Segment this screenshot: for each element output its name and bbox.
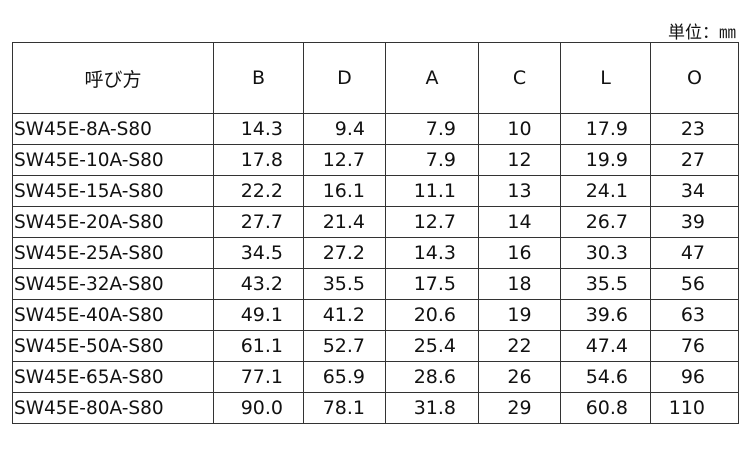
cell: 26 <box>478 361 561 393</box>
table-row: SW45E-65A-S80 77.1 65.9 28.6 26 54.6 96 <box>12 361 739 393</box>
cell: 24.1 <box>560 175 651 207</box>
cell: 12 <box>478 144 561 176</box>
row-label: SW45E-20A-S80 <box>12 206 214 238</box>
cell: 29 <box>478 392 561 424</box>
cell: 77.1 <box>213 361 304 393</box>
table-row: SW45E-20A-S80 27.7 21.4 12.7 14 26.7 39 <box>12 206 739 238</box>
row-label: SW45E-10A-S80 <box>12 144 214 176</box>
cell: 22.2 <box>213 175 304 207</box>
table-row: SW45E-15A-S80 22.2 16.1 11.1 13 24.1 34 <box>12 175 739 207</box>
row-label: SW45E-40A-S80 <box>12 299 214 331</box>
table-row: SW45E-10A-S80 17.8 12.7 7.9 12 19.9 27 <box>12 144 739 176</box>
cell: 22 <box>478 330 561 362</box>
table-row: SW45E-8A-S80 14.3 9.4 7.9 10 17.9 23 <box>12 113 739 145</box>
cell: 14.3 <box>385 237 479 269</box>
cell: 26.7 <box>560 206 651 238</box>
cell: 25.4 <box>385 330 479 362</box>
cell: 52.7 <box>303 330 386 362</box>
cell: 20.6 <box>385 299 479 331</box>
cell: 63 <box>650 299 739 331</box>
cell: 9.4 <box>303 113 386 145</box>
cell: 65.9 <box>303 361 386 393</box>
spec-table: 呼び方 B D A C L O SW45E-8A-S80 14.3 9.4 7.9 10 17.9 23… <box>12 42 739 424</box>
table-row: SW45E-25A-S80 34.5 27.2 14.3 16 30.3 47 <box>12 237 739 269</box>
cell: 21.4 <box>303 206 386 238</box>
cell: 90.0 <box>213 392 304 424</box>
cell: 34.5 <box>213 237 304 269</box>
column-header: A <box>385 42 479 114</box>
cell: 35.5 <box>303 268 386 300</box>
cell: 47 <box>650 237 739 269</box>
cell: 39.6 <box>560 299 651 331</box>
table-row: SW45E-40A-S80 49.1 41.2 20.6 19 39.6 63 <box>12 299 739 331</box>
cell: 110 <box>650 392 739 424</box>
table-row: SW45E-80A-S80 90.0 78.1 31.8 29 60.8 110 <box>12 392 739 424</box>
cell: 13 <box>478 175 561 207</box>
column-header: B <box>213 42 304 114</box>
column-header: 呼び方 <box>12 42 214 114</box>
header-row: 呼び方 B D A C L O <box>12 42 739 114</box>
cell: 17.5 <box>385 268 479 300</box>
cell: 35.5 <box>560 268 651 300</box>
cell: 19 <box>478 299 561 331</box>
cell: 27 <box>650 144 739 176</box>
row-label: SW45E-32A-S80 <box>12 268 214 300</box>
column-header: O <box>650 42 739 114</box>
cell: 17.9 <box>560 113 651 145</box>
cell: 10 <box>478 113 561 145</box>
cell: 49.1 <box>213 299 304 331</box>
cell: 18 <box>478 268 561 300</box>
row-label: SW45E-8A-S80 <box>12 113 214 145</box>
row-label: SW45E-50A-S80 <box>12 330 214 362</box>
cell: 16 <box>478 237 561 269</box>
cell: 23 <box>650 113 739 145</box>
cell: 60.8 <box>560 392 651 424</box>
cell: 12.7 <box>385 206 479 238</box>
cell: 28.6 <box>385 361 479 393</box>
cell: 31.8 <box>385 392 479 424</box>
cell: 34 <box>650 175 739 207</box>
cell: 27.2 <box>303 237 386 269</box>
cell: 78.1 <box>303 392 386 424</box>
cell: 76 <box>650 330 739 362</box>
cell: 17.8 <box>213 144 304 176</box>
row-label: SW45E-65A-S80 <box>12 361 214 393</box>
cell: 16.1 <box>303 175 386 207</box>
cell: 12.7 <box>303 144 386 176</box>
cell: 47.4 <box>560 330 651 362</box>
table-row: SW45E-50A-S80 61.1 52.7 25.4 22 47.4 76 <box>12 330 739 362</box>
cell: 43.2 <box>213 268 304 300</box>
column-header: C <box>478 42 561 114</box>
table-row: SW45E-32A-S80 43.2 35.5 17.5 18 35.5 56 <box>12 268 739 300</box>
cell: 41.2 <box>303 299 386 331</box>
cell: 14.3 <box>213 113 304 145</box>
cell: 54.6 <box>560 361 651 393</box>
table-body: SW45E-8A-S80 14.3 9.4 7.9 10 17.9 23 SW45E-10A-… <box>12 113 739 424</box>
cell: 27.7 <box>213 206 304 238</box>
column-header: L <box>560 42 651 114</box>
cell: 11.1 <box>385 175 479 207</box>
cell: 14 <box>478 206 561 238</box>
cell: 30.3 <box>560 237 651 269</box>
cell: 7.9 <box>385 113 479 145</box>
cell: 7.9 <box>385 144 479 176</box>
row-label: SW45E-25A-S80 <box>12 237 214 269</box>
row-label: SW45E-15A-S80 <box>12 175 214 207</box>
cell: 56 <box>650 268 739 300</box>
cell: 61.1 <box>213 330 304 362</box>
cell: 19.9 <box>560 144 651 176</box>
row-label: SW45E-80A-S80 <box>12 392 214 424</box>
column-header: D <box>303 42 386 114</box>
unit-label: 単位：㎜ <box>668 23 736 43</box>
cell: 39 <box>650 206 739 238</box>
cell: 96 <box>650 361 739 393</box>
